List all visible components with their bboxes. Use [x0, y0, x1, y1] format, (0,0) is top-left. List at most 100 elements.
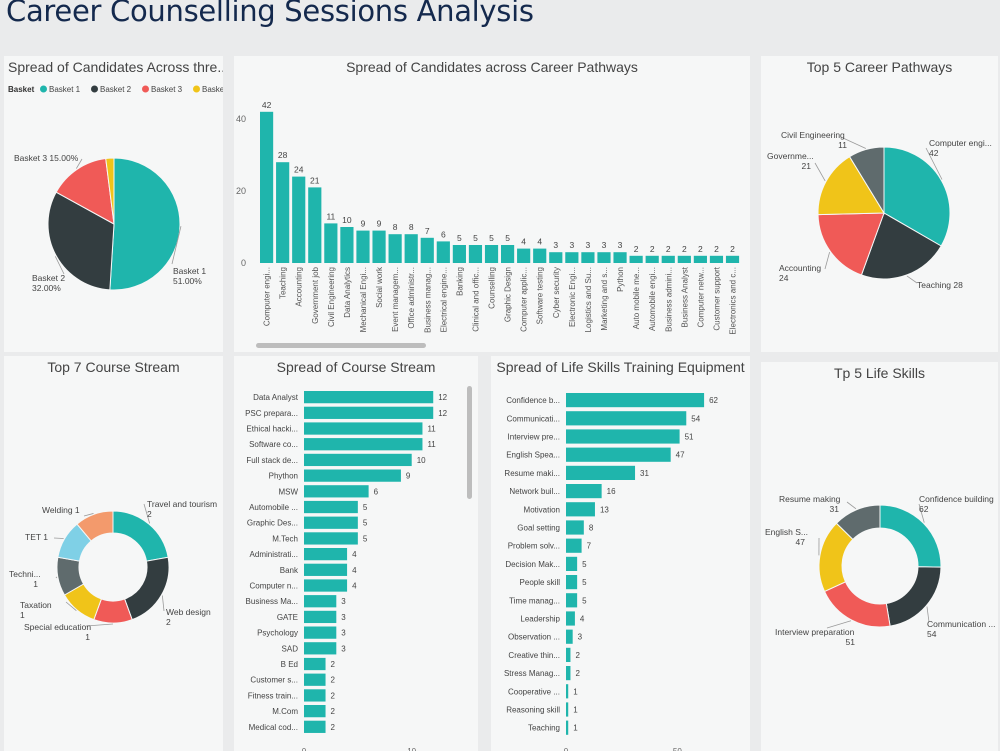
bar [304, 705, 326, 718]
bar [566, 629, 573, 644]
data-label: 8 [393, 222, 398, 232]
pie-slice [76, 510, 114, 542]
y-tick-label: Ethical hacki... [246, 425, 298, 434]
slice-label: Basket 2 [32, 273, 65, 283]
slice-label: Welding 1 [42, 505, 80, 515]
bar [566, 611, 575, 626]
data-label: 3 [341, 629, 346, 638]
leader-line [826, 620, 852, 629]
x-tick-label: Logistics and Su... [584, 267, 593, 332]
data-label: 3 [602, 240, 607, 250]
data-label: 16 [607, 487, 616, 496]
data-label: 4 [537, 237, 542, 247]
bar [304, 391, 434, 404]
y-tick-label: Problem solv... [508, 542, 560, 551]
legend-marker [40, 85, 47, 93]
data-label: 7 [587, 542, 592, 551]
x-tick-label: 0 [564, 747, 569, 751]
bar [452, 245, 466, 263]
data-label: 2 [575, 651, 580, 660]
legend-title: Basket [8, 85, 35, 94]
bar [566, 520, 584, 535]
x-tick-label: Clinical and offic... [471, 267, 480, 332]
leader-line [171, 226, 182, 265]
x-tick-label: Computer netw... [696, 267, 705, 327]
bar [566, 666, 571, 681]
data-label: 8 [409, 222, 414, 232]
panel-baskets: Spread of Candidates Across thre... Bask… [4, 56, 223, 352]
x-tick-label: Electrical engine... [439, 267, 448, 332]
data-label: 2 [698, 244, 703, 254]
chart-title: Spread of Candidates across Career Pathw… [346, 59, 638, 75]
slice-value: 1 [85, 632, 90, 642]
leader-line [814, 162, 826, 182]
pie-slice [112, 510, 169, 562]
leader-line [85, 623, 114, 627]
data-label: 5 [582, 578, 587, 587]
legend-label: Basket 4 [202, 85, 223, 94]
data-label: 4 [521, 237, 526, 247]
y-tick-label: Customer s... [250, 676, 298, 685]
leader-line [75, 158, 83, 169]
data-label: 5 [582, 596, 587, 605]
panel-top7-course: Top 7 Course Stream Travel and tourism 2 W… [4, 356, 223, 751]
bar [566, 429, 680, 444]
bar [304, 453, 412, 467]
bar [565, 252, 579, 263]
chart-title: Spread of Candidates Across thre... [8, 59, 223, 75]
x-tick-label: Python [616, 267, 625, 292]
data-label: 2 [714, 244, 719, 254]
data-label: 5 [582, 560, 587, 569]
bar [436, 241, 450, 263]
chart-title: Top 7 Course Stream [47, 359, 180, 375]
slice-label: Basket 3 15.00% [14, 153, 79, 163]
bar [597, 252, 611, 263]
data-label: 13 [600, 505, 609, 514]
slice-value: 31 [830, 504, 840, 514]
slice-label: Web design [166, 607, 211, 617]
bar [292, 176, 306, 263]
data-label: 9 [377, 219, 382, 229]
bar [308, 187, 322, 263]
data-label: 6 [441, 229, 446, 239]
slice-label: Basket 1 [173, 266, 206, 276]
basket-pie-chart: Basket Basket 1 Basket 2 Basket 3 Basket 4 Ba… [8, 85, 223, 293]
slice-label: TET 1 [25, 532, 48, 542]
y-tick-label: Full stack de... [246, 456, 298, 465]
bar [629, 255, 643, 263]
pie-slice [848, 146, 885, 215]
bar [304, 642, 337, 655]
data-label: 3 [586, 240, 591, 250]
bar [566, 684, 569, 699]
slice-value: 21 [802, 161, 812, 171]
leader-line [54, 256, 65, 275]
data-label: 2 [331, 707, 336, 716]
slice-value: 47 [796, 537, 806, 547]
y-tick-label: Motivation [524, 505, 560, 514]
x-tick-label: Business Analyst [680, 266, 689, 327]
y-tick-label: B Ed [281, 660, 298, 669]
bar [372, 230, 386, 263]
bar [725, 255, 740, 263]
x-tick-label: Accounting [295, 267, 304, 307]
y-tick-label: PSC prepara... [245, 409, 298, 418]
vertical-scrollbar[interactable] [467, 386, 472, 499]
leader-line [918, 503, 925, 523]
leader-line [65, 601, 77, 611]
horizontal-scrollbar[interactable] [256, 343, 426, 348]
data-label: 2 [331, 660, 336, 669]
bar [645, 255, 659, 263]
x-tick-label: Mechanical Engi... [359, 267, 368, 332]
x-tick-label: Automobile engi... [648, 267, 657, 331]
slice-label: Governme... [767, 151, 814, 161]
y-tick-label: Observation ... [508, 633, 560, 642]
data-label: 2 [331, 691, 336, 700]
bar [404, 234, 418, 263]
y-tick-label: Goal setting [517, 523, 560, 532]
x-tick-label: Teaching [279, 267, 288, 299]
x-tick-label: Marketing and s... [600, 267, 609, 331]
data-label: 6 [374, 487, 379, 496]
y-tick-label: Bank [280, 566, 299, 575]
x-tick-label: Software testing [536, 267, 545, 324]
